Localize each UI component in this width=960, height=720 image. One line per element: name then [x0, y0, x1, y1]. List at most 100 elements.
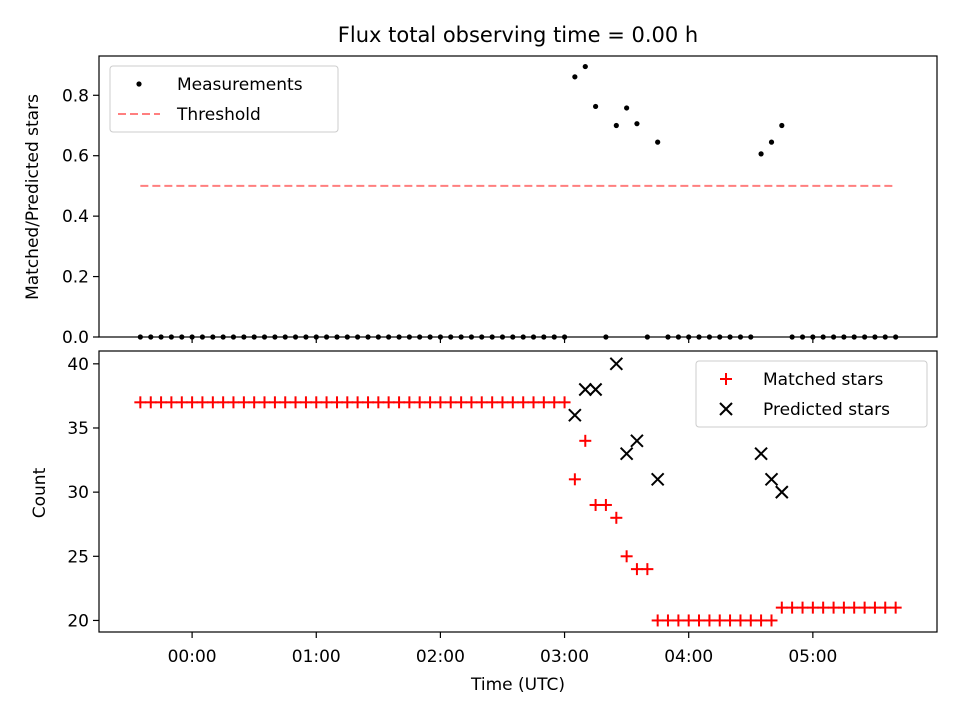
predicted-star-point [764, 472, 779, 487]
bottom-x-axis-label: Time (UTC) [470, 675, 565, 695]
matched-star-point [237, 396, 250, 409]
matched-star-point [579, 434, 592, 447]
bottom-ytick-label: 25 [67, 547, 89, 567]
top-axes-frame [98, 55, 938, 338]
predicted-star-point [630, 434, 644, 448]
matched-star-point [144, 396, 157, 409]
matched-star-point [806, 601, 819, 614]
matched-star-point [548, 396, 561, 409]
legend-predicted-marker [719, 402, 733, 416]
top-x-ticks [191, 337, 814, 343]
matched-star-point [279, 396, 292, 409]
matched-star-point [268, 396, 281, 409]
top-ytick-label: 0.2 [62, 268, 89, 288]
matched-star-point [444, 396, 457, 409]
matched-star-point [330, 396, 343, 409]
matched-star-point [630, 563, 643, 576]
predicted-star-point [568, 408, 582, 422]
predicted-star-point [619, 446, 634, 461]
top-ytick-label: 0.0 [62, 328, 89, 348]
matched-star-point [693, 614, 706, 627]
bottom-plot-area [134, 357, 902, 627]
matched-star-point [393, 396, 406, 409]
matched-star-point [734, 614, 747, 627]
bottom-xtick-label: 01:00 [292, 647, 341, 667]
legend-matched-label: Matched stars [763, 370, 883, 390]
bottom-y-axis-label: Count [30, 467, 50, 518]
predicted-star-point [588, 382, 603, 397]
matched-star-point [527, 396, 540, 409]
matched-star-point [186, 396, 199, 409]
measurement-point [768, 139, 775, 145]
bottom-ytick-label: 30 [67, 483, 89, 503]
matched-star-point [320, 396, 333, 409]
bottom-y-ticks: 20 25 30 35 40 [67, 355, 99, 631]
matched-star-point [155, 396, 168, 409]
matched-star-point [310, 396, 323, 409]
measurement-point [613, 122, 619, 129]
measurement-point [779, 122, 785, 129]
matched-star-point [455, 396, 468, 409]
predicted-star-point [775, 485, 789, 499]
matched-star-point [568, 473, 581, 486]
matched-star-point [610, 511, 623, 524]
matched-star-point [362, 396, 375, 409]
bottom-ytick-label: 40 [67, 355, 89, 375]
matched-star-point [786, 601, 799, 614]
measurement-point [572, 74, 578, 80]
predicted-star-point [650, 472, 665, 487]
matched-star-point [744, 614, 757, 627]
measurement-point [655, 139, 661, 145]
matched-star-point [796, 601, 809, 614]
matched-star-point [672, 614, 685, 627]
matched-star-point [599, 498, 612, 511]
bottom-xtick-label: 05:00 [788, 647, 837, 667]
matched-star-point [403, 396, 416, 409]
predicted-star-point [609, 357, 624, 371]
matched-star-point [724, 614, 737, 627]
bottom-x-ticks: 00:00 01:00 02:00 03:00 04:00 05:00 [168, 632, 837, 667]
matched-star-point [258, 396, 271, 409]
measurement-point [582, 63, 588, 70]
top-y-axis-label: Matched/Predicted stars [23, 94, 43, 300]
matched-star-point [517, 396, 530, 409]
matched-star-point [424, 396, 437, 409]
measurement-point [758, 151, 764, 157]
matched-star-point [341, 396, 354, 409]
matched-star-point [351, 396, 364, 409]
legend-threshold-label: Threshold [176, 105, 261, 125]
matched-star-point [858, 601, 871, 614]
matched-star-point [227, 396, 240, 409]
bottom-axes-frame [98, 350, 938, 633]
matched-star-point [775, 601, 788, 614]
top-chart-title: Flux total observing time = 0.00 h [338, 23, 698, 47]
matched-star-point [620, 550, 633, 563]
matched-star-point [661, 614, 674, 627]
matched-star-point [765, 614, 778, 627]
bottom-xtick-label: 00:00 [168, 647, 217, 667]
bottom-legend: Matched stars Predicted stars [695, 360, 928, 428]
bottom-legend-box [695, 360, 928, 428]
legend-measurements-label: Measurements [177, 75, 303, 95]
matched-star-point [537, 396, 550, 409]
measurement-point [634, 121, 640, 127]
matched-star-point [217, 396, 230, 409]
matched-star-point [299, 396, 312, 409]
matched-star-point [175, 396, 188, 409]
matched-star-point [651, 614, 664, 627]
bottom-ytick-label: 20 [67, 611, 89, 631]
matched-star-point [755, 614, 768, 627]
matched-star-point [837, 601, 850, 614]
matched-star-point [382, 396, 395, 409]
matched-star-point [486, 396, 499, 409]
matched-star-point [641, 563, 654, 576]
matched-star-point [196, 396, 209, 409]
measurement-point [592, 103, 599, 110]
top-legend-box [109, 65, 339, 133]
bottom-xtick-label: 02:00 [416, 647, 465, 667]
predicted-star-point [754, 446, 768, 461]
top-ytick-label: 0.6 [62, 147, 89, 167]
legend-predicted-label: Predicted stars [763, 400, 890, 420]
matched-star-point [827, 601, 840, 614]
